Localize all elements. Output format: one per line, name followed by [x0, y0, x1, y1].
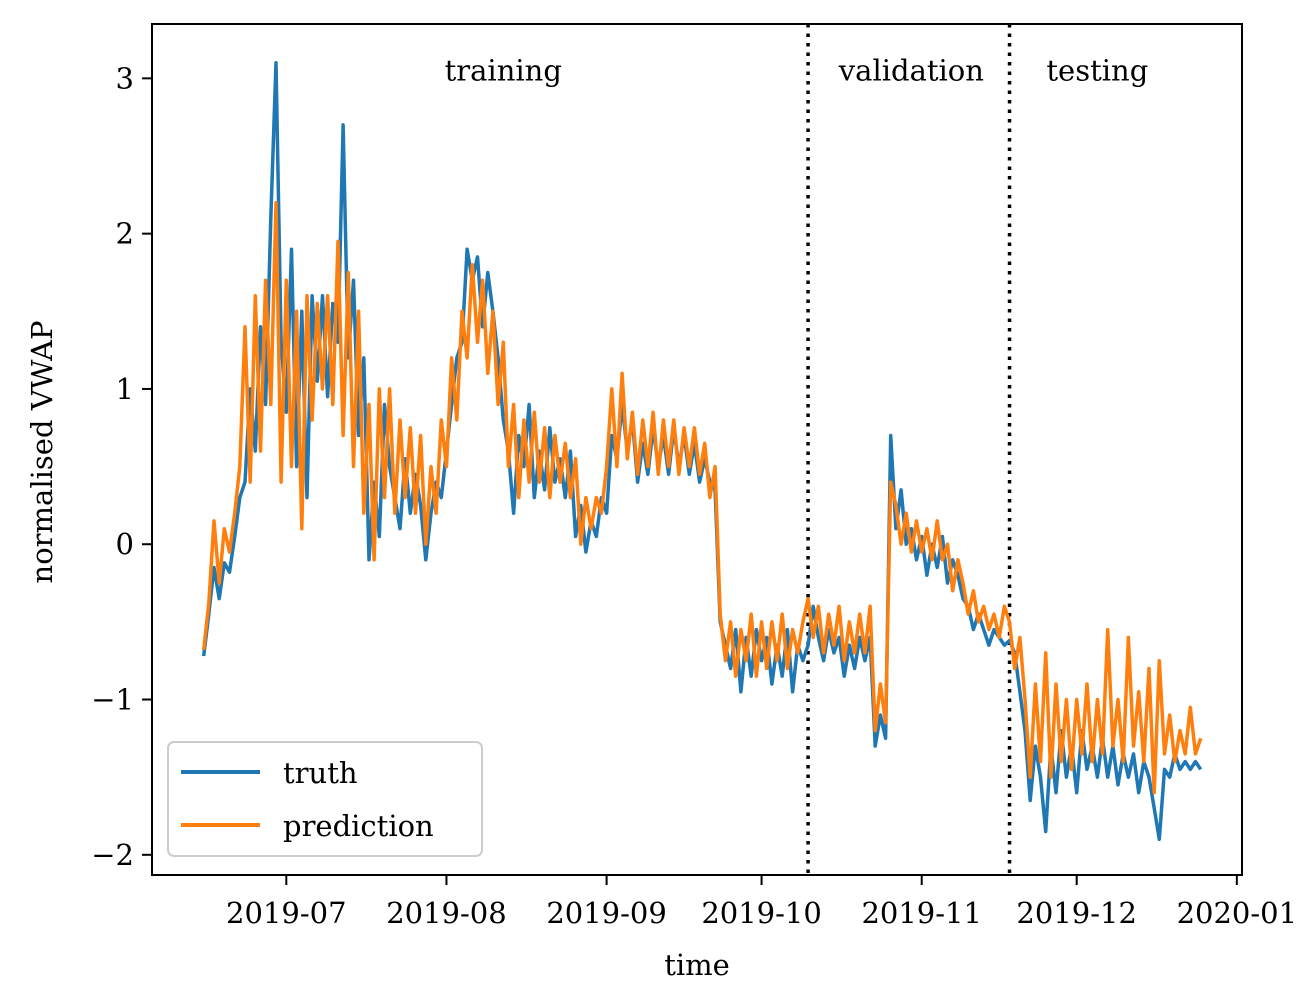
legend: truth prediction [167, 741, 483, 857]
series-line-prediction [201, 200, 1203, 795]
legend-label-truth: truth [283, 756, 358, 790]
x-tick-label: 2019-10 [701, 896, 822, 930]
annotation-training: training [445, 54, 562, 88]
plot-frame [151, 23, 1243, 876]
y-axis-label: normalised VWAP [25, 321, 59, 584]
x-tick-label: 2019-08 [386, 896, 507, 930]
y-tick-label: 2 [116, 217, 134, 251]
x-tick-label: 2019-12 [1016, 896, 1137, 930]
y-tick-label: 3 [116, 61, 134, 95]
legend-label-prediction: prediction [283, 809, 434, 843]
annotation-validation: validation [838, 54, 984, 88]
x-tick-label: 2020-01 [1177, 896, 1298, 930]
annotation-testing: testing [1046, 54, 1148, 88]
y-tick-label: 1 [116, 372, 134, 406]
x-tick-label: 2019-07 [226, 896, 347, 930]
y-tick-label: 0 [116, 527, 134, 561]
y-tick-label: −2 [91, 838, 134, 872]
region-annotations: training validation testing [445, 54, 1149, 88]
x-tick-label: 2019-11 [861, 896, 982, 930]
y-axis-ticks: −2 −1 0 1 2 3 [91, 61, 152, 872]
y-tick-label: −1 [91, 683, 134, 717]
series-layer [201, 61, 1203, 842]
x-axis-label: time [664, 948, 730, 982]
x-axis-ticks: 2019-07 2019-08 2019-09 2019-10 2019-11 2019-… [226, 875, 1297, 930]
x-tick-label: 2019-09 [546, 896, 667, 930]
series-line-truth [201, 61, 1203, 842]
